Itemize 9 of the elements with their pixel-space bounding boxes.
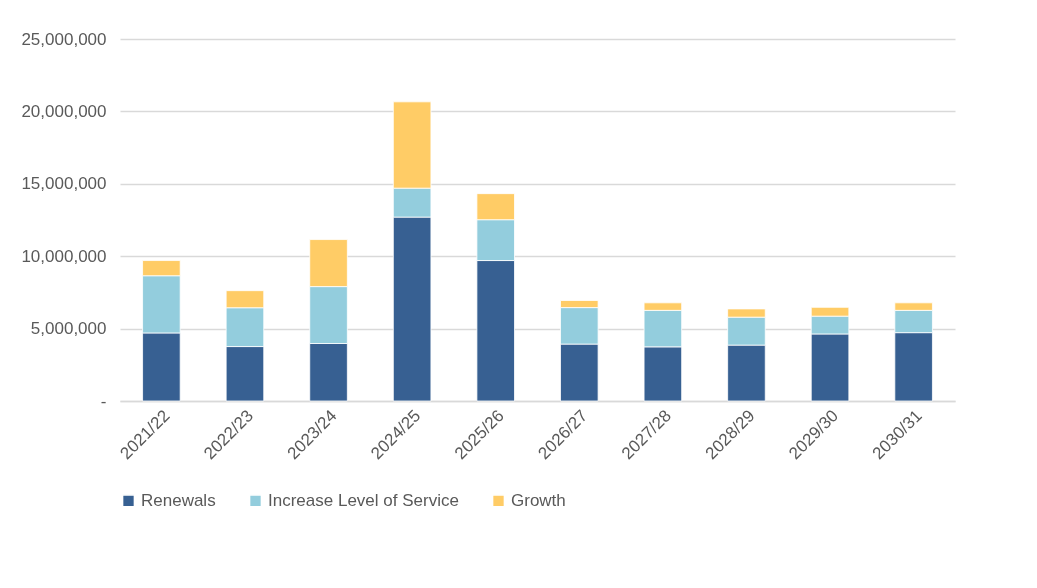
y-tick-label: 5,000,000: [30, 319, 107, 339]
y-tick-label: 20,000,000: [21, 101, 107, 121]
legend-label: Increase Level of Service: [268, 490, 459, 510]
y-tick-label: 10,000,000: [21, 246, 107, 266]
y-tick-label: -: [100, 391, 107, 411]
legend-label: Growth: [511, 490, 566, 510]
y-tick-label: 25,000,000: [21, 29, 107, 49]
legend-label: Renewals: [141, 490, 216, 510]
y-tick-label: 15,000,000: [21, 174, 107, 194]
